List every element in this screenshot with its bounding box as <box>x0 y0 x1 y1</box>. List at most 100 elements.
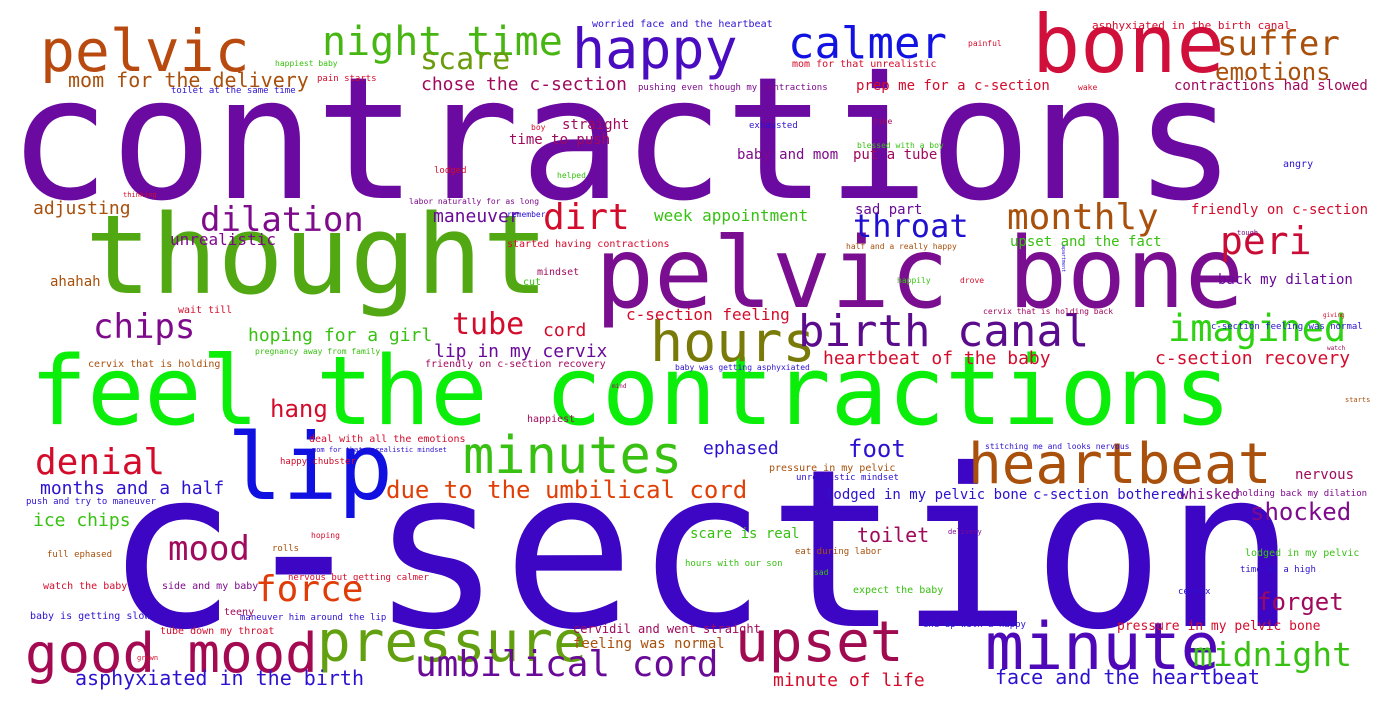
word-cloud-word: cervix <box>1178 587 1211 597</box>
word-cloud-word: hoping <box>311 531 340 540</box>
word-cloud-word: angry <box>1283 159 1314 170</box>
word-cloud-word: boy <box>531 123 546 132</box>
word-cloud-word: chose the c-section <box>421 74 627 95</box>
word-cloud-word: grown <box>137 654 159 662</box>
word-cloud-word: heartbeat <box>968 432 1272 497</box>
word-cloud-word: week appointment <box>654 206 809 225</box>
word-cloud-word: whisked <box>1180 487 1240 503</box>
word-cloud-word: midnight <box>1193 635 1352 674</box>
word-cloud-word: birth canal <box>798 306 1090 357</box>
word-cloud-word: stitching me and looks nervous <box>985 442 1130 451</box>
word-cloud-word: blessed with a boy <box>857 141 944 150</box>
word-cloud-word: pressure <box>317 610 587 675</box>
word-cloud-word: back my dilation <box>1218 272 1353 288</box>
word-cloud-word: half and a really happy <box>846 242 957 251</box>
word-cloud-word: monthly <box>1007 197 1159 238</box>
word-cloud-word: friendly on c-section <box>1191 202 1369 218</box>
word-cloud-word: baby is getting slow <box>30 611 151 622</box>
word-cloud-word: asphyxiated in the birth <box>75 666 364 690</box>
word-cloud-word: happiest <box>527 414 576 425</box>
word-cloud-word: worried face and the heartbeat <box>592 19 773 30</box>
word-cloud-word: mood <box>168 529 250 569</box>
word-cloud-word: end up with a happy <box>923 620 1026 630</box>
word-cloud-word: asphyxiated in the birth canal <box>1092 19 1291 32</box>
word-cloud-word: night time <box>322 19 563 65</box>
word-cloud-word: mom for that unrealistic mindset <box>312 446 447 454</box>
word-cloud-word: emotions <box>1215 58 1331 86</box>
word-cloud-word: force <box>255 569 364 610</box>
word-cloud-word: tube <box>452 307 525 342</box>
word-cloud-word: months and a half <box>40 478 225 499</box>
word-cloud-word: friendly on c-section recovery <box>425 359 606 370</box>
word-cloud-word: eat during labor <box>795 547 882 557</box>
word-cloud-word: c-section <box>105 422 1298 678</box>
word-cloud-word: dilation <box>200 200 364 240</box>
word-cloud-word: mind <box>612 383 627 390</box>
word-cloud-word: lodged <box>434 166 467 176</box>
word-cloud-word: rolls <box>272 544 300 554</box>
word-cloud-word: calmer <box>788 18 947 69</box>
word-cloud-word: giving <box>1323 312 1345 319</box>
word-cloud-word: scare is real <box>690 526 800 542</box>
word-cloud-word: upset and the fact <box>1010 234 1162 250</box>
word-cloud-word: minute of life <box>773 670 925 691</box>
word-cloud-word: labor naturally for as long <box>409 197 540 206</box>
word-cloud-word: apartment <box>1060 245 1066 273</box>
word-cloud-word: ephased <box>703 438 779 459</box>
word-cloud-word: mom for the delivery <box>68 68 309 92</box>
word-cloud-word: toilet <box>857 523 930 547</box>
word-cloud-word: time <box>873 117 893 126</box>
word-cloud-word: bone <box>1032 0 1225 91</box>
word-cloud-word: side and my baby <box>162 581 259 592</box>
word-cloud-word: imagined <box>1168 307 1347 350</box>
word-cloud-word: happy <box>572 17 738 81</box>
word-cloud-word: nervous <box>1295 467 1355 483</box>
word-cloud-word: delivery <box>948 528 982 536</box>
word-cloud-word: expect the baby <box>853 585 944 596</box>
word-cloud-word: suffer <box>1217 24 1340 64</box>
word-cloud-word: contractions <box>8 41 1237 239</box>
word-cloud-word: umbilical cord <box>415 644 719 685</box>
word-cloud-word: remember <box>507 210 546 219</box>
word-cloud-word: prep me for a c-section <box>856 78 1050 94</box>
word-cloud-word: time to push <box>509 132 611 148</box>
word-cloud-word: full ephased <box>47 550 113 560</box>
word-cloud-word: lip in my cervix <box>434 341 608 362</box>
word-cloud-word: baby and mom <box>737 147 839 163</box>
word-cloud-word: watch the baby <box>43 581 128 592</box>
word-cloud-word: lodged in my pelvic bone <box>825 487 1028 503</box>
word-cloud-word: throat <box>853 207 969 245</box>
word-cloud-word: cervidil and went straight <box>573 622 761 636</box>
word-cloud-word: painful <box>968 39 1002 48</box>
word-cloud-word: pressure in my pelvic bone <box>1117 619 1321 634</box>
word-cloud-word: thinking <box>123 191 157 199</box>
word-cloud-word: shocked <box>1250 498 1352 526</box>
word-cloud-word: thought <box>85 191 549 319</box>
word-cloud-word: mom for that unrealistic <box>792 59 937 70</box>
word-cloud-word: mindset <box>537 267 580 278</box>
word-cloud-word: toilet at the same time <box>171 86 296 96</box>
word-cloud-word: ice chips <box>33 510 131 531</box>
word-cloud-word: denial <box>35 442 166 483</box>
word-cloud-word: sad <box>814 568 829 577</box>
word-cloud-word: cervix that is holding back <box>983 307 1114 316</box>
word-cloud-word: forget <box>1257 588 1344 616</box>
word-cloud-word: straight <box>562 117 630 133</box>
word-cloud-word: tough <box>1237 229 1259 237</box>
word-cloud-word: deal with all the emotions <box>309 434 466 445</box>
word-cloud-word: pain starts <box>317 74 377 84</box>
word-cloud-word: happy chubster <box>280 457 356 467</box>
word-cloud-word: pelvic bone <box>595 217 1245 331</box>
word-cloud-word: time at a high <box>1240 565 1316 575</box>
word-cloud-word: adjusting <box>33 198 131 219</box>
word-cloud-word: c-section bothered <box>1033 487 1185 503</box>
word-cloud-word: pregnancy away from family <box>255 347 381 356</box>
word-cloud-word: watch <box>1327 345 1346 352</box>
word-cloud-word: ahahah <box>50 274 101 290</box>
word-cloud-word: chips <box>93 307 196 347</box>
word-cloud-word: teeny <box>224 607 255 618</box>
word-cloud-word: foot <box>848 435 906 463</box>
word-cloud-word: hoping for a girl <box>248 325 433 346</box>
word-cloud-word: starts <box>1345 396 1371 404</box>
word-cloud-word: wait till <box>178 305 233 316</box>
